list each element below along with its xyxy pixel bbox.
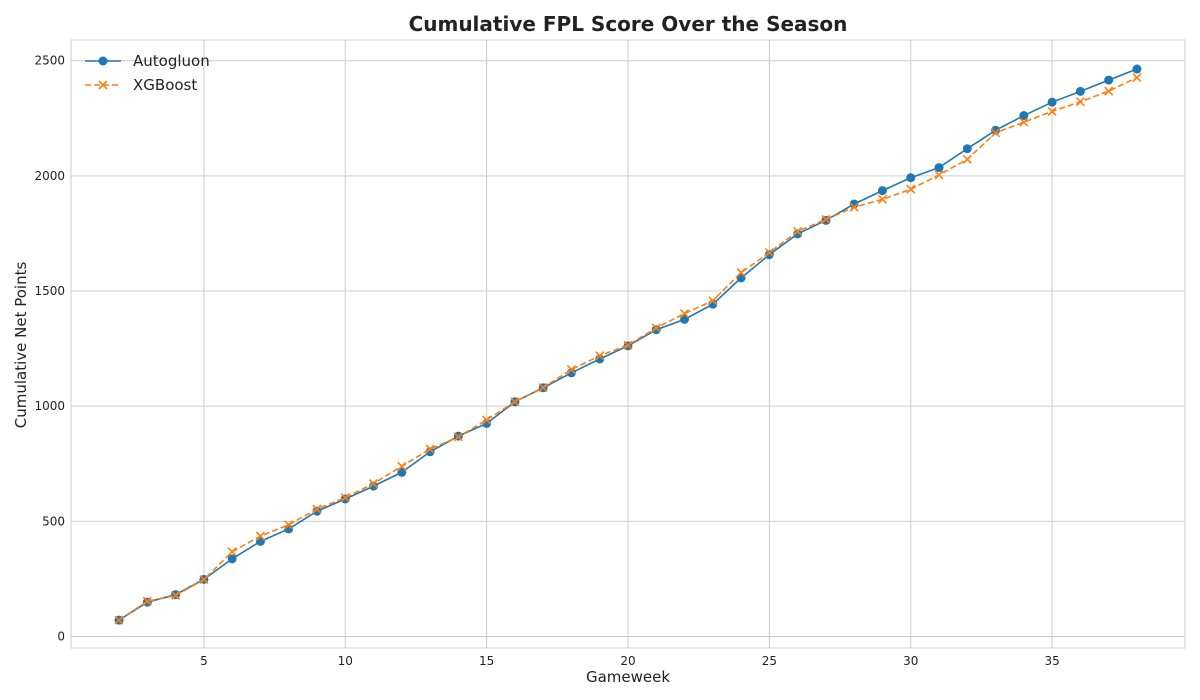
data-point [736,268,746,278]
data-point [764,248,774,258]
data-point [623,340,633,350]
data-point [566,364,577,375]
chart-title: Cumulative FPL Score Over the Season [409,12,848,36]
data-point [199,575,209,585]
legend-item: XGBoost [85,76,197,94]
data-point [227,547,237,557]
data-point [934,163,944,173]
data-point [142,596,152,606]
y-tick-label: 2500 [34,54,65,68]
data-point [1047,97,1057,107]
legend: Autogluon XGBoost [85,52,210,94]
y-tick-label: 1500 [34,284,65,298]
data-point [849,202,859,212]
data-point [877,186,887,196]
data-point [397,467,407,477]
legend-label: Autogluon [133,52,210,70]
x-tick-label: 20 [620,654,635,668]
y-axis-label: Cumulative Net Points [12,262,30,429]
data-point [680,314,690,324]
y-tick-label: 500 [42,514,65,528]
y-tick-label: 2000 [34,169,65,183]
y-axis-ticks: 0 500 1000 1500 2000 2500 [34,54,65,644]
x-tick-label: 35 [1044,654,1059,668]
data-point [764,250,774,260]
data-point [934,170,944,180]
data-point [1104,75,1114,85]
data-point [849,199,859,209]
data-point [1075,86,1085,96]
x-tick-label: 25 [762,654,777,668]
data-point [171,590,181,601]
series-group [114,64,1142,625]
data-point [821,214,831,224]
data-point [1132,64,1142,74]
x-axis-label: Gameweek [586,668,670,686]
data-point [482,415,492,425]
data-point [962,154,972,164]
data-point [227,554,237,564]
x-tick-label: 5 [200,654,208,668]
data-point [312,504,322,514]
plot-frame [70,39,1186,649]
data-point [1075,97,1085,107]
legend-label: XGBoost [133,76,197,94]
x-tick-label: 10 [338,654,353,668]
data-point [991,125,1001,135]
legend-item: Autogluon [85,52,210,70]
data-point [1019,117,1029,127]
data-point [679,309,690,319]
data-point [340,493,350,503]
y-tick-label: 1000 [34,399,65,413]
data-point [425,444,435,454]
data-point [284,520,294,530]
data-point [1019,111,1029,121]
data-point [453,432,463,442]
x-axis-ticks: 5 10 15 20 25 30 35 [200,654,1060,668]
y-tick-label: 0 [57,629,65,643]
data-point [793,229,803,239]
data-point [906,184,916,194]
data-point [397,461,407,471]
data-point [312,506,322,516]
x-tick-label: 30 [903,654,918,668]
data-point [510,397,520,407]
data-point [990,128,1001,138]
x-tick-label: 15 [479,654,494,668]
data-point [114,615,124,625]
data-point [1132,72,1142,83]
legend-marker [98,80,108,90]
data-point [368,478,379,489]
grid [71,40,1185,648]
data-point [1104,86,1114,96]
data-point [962,144,972,154]
data-point [651,323,661,333]
data-point [793,226,803,236]
series-1 [114,72,1142,625]
data-point [595,351,605,361]
legend-marker [98,56,108,66]
data-point [906,173,916,183]
data-point [708,296,718,306]
data-point [255,531,266,541]
data-point [538,382,548,393]
data-point [877,194,888,204]
data-point [1047,106,1057,116]
